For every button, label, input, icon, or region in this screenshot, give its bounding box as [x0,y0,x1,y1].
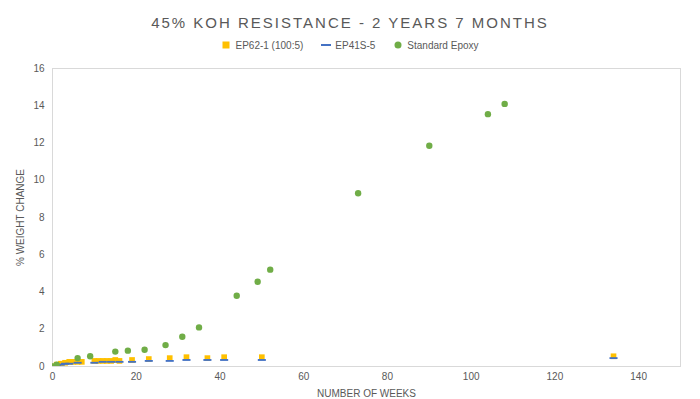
html-text:EP41S-5: EP41S-5 [335,39,376,51]
svg-text:0: 0 [39,361,45,372]
svg-text:2: 2 [39,323,45,334]
svg-text:60: 60 [298,371,310,382]
svg-text:10: 10 [33,174,45,185]
svg-text:80: 80 [382,371,394,382]
svg-text:120: 120 [547,371,564,382]
html-text:Standard Epoxy: Standard Epoxy [407,39,479,51]
svg-text:140: 140 [630,371,647,382]
svg-text:20: 20 [131,371,143,382]
svg-text:6: 6 [39,249,45,260]
svg-text:16: 16 [33,63,45,74]
svg-text:8: 8 [39,212,45,223]
svg-text:14: 14 [33,100,45,111]
svg-text:12: 12 [33,137,45,148]
svg-text:% WEIGHT CHANGE: % WEIGHT CHANGE [15,169,26,266]
html-text:45% KOH RESISTANCE - 2 YEARS 7: 45% KOH RESISTANCE - 2 YEARS 7 MONTHS [151,14,549,31]
html-text:EP62-1 (100:5): EP62-1 (100:5) [235,39,304,51]
svg-text:100: 100 [463,371,480,382]
svg-text:0: 0 [50,371,56,382]
svg-text:NUMBER OF WEEKS: NUMBER OF WEEKS [317,388,416,399]
svg-text:40: 40 [214,371,226,382]
svg-text:4: 4 [39,286,45,297]
